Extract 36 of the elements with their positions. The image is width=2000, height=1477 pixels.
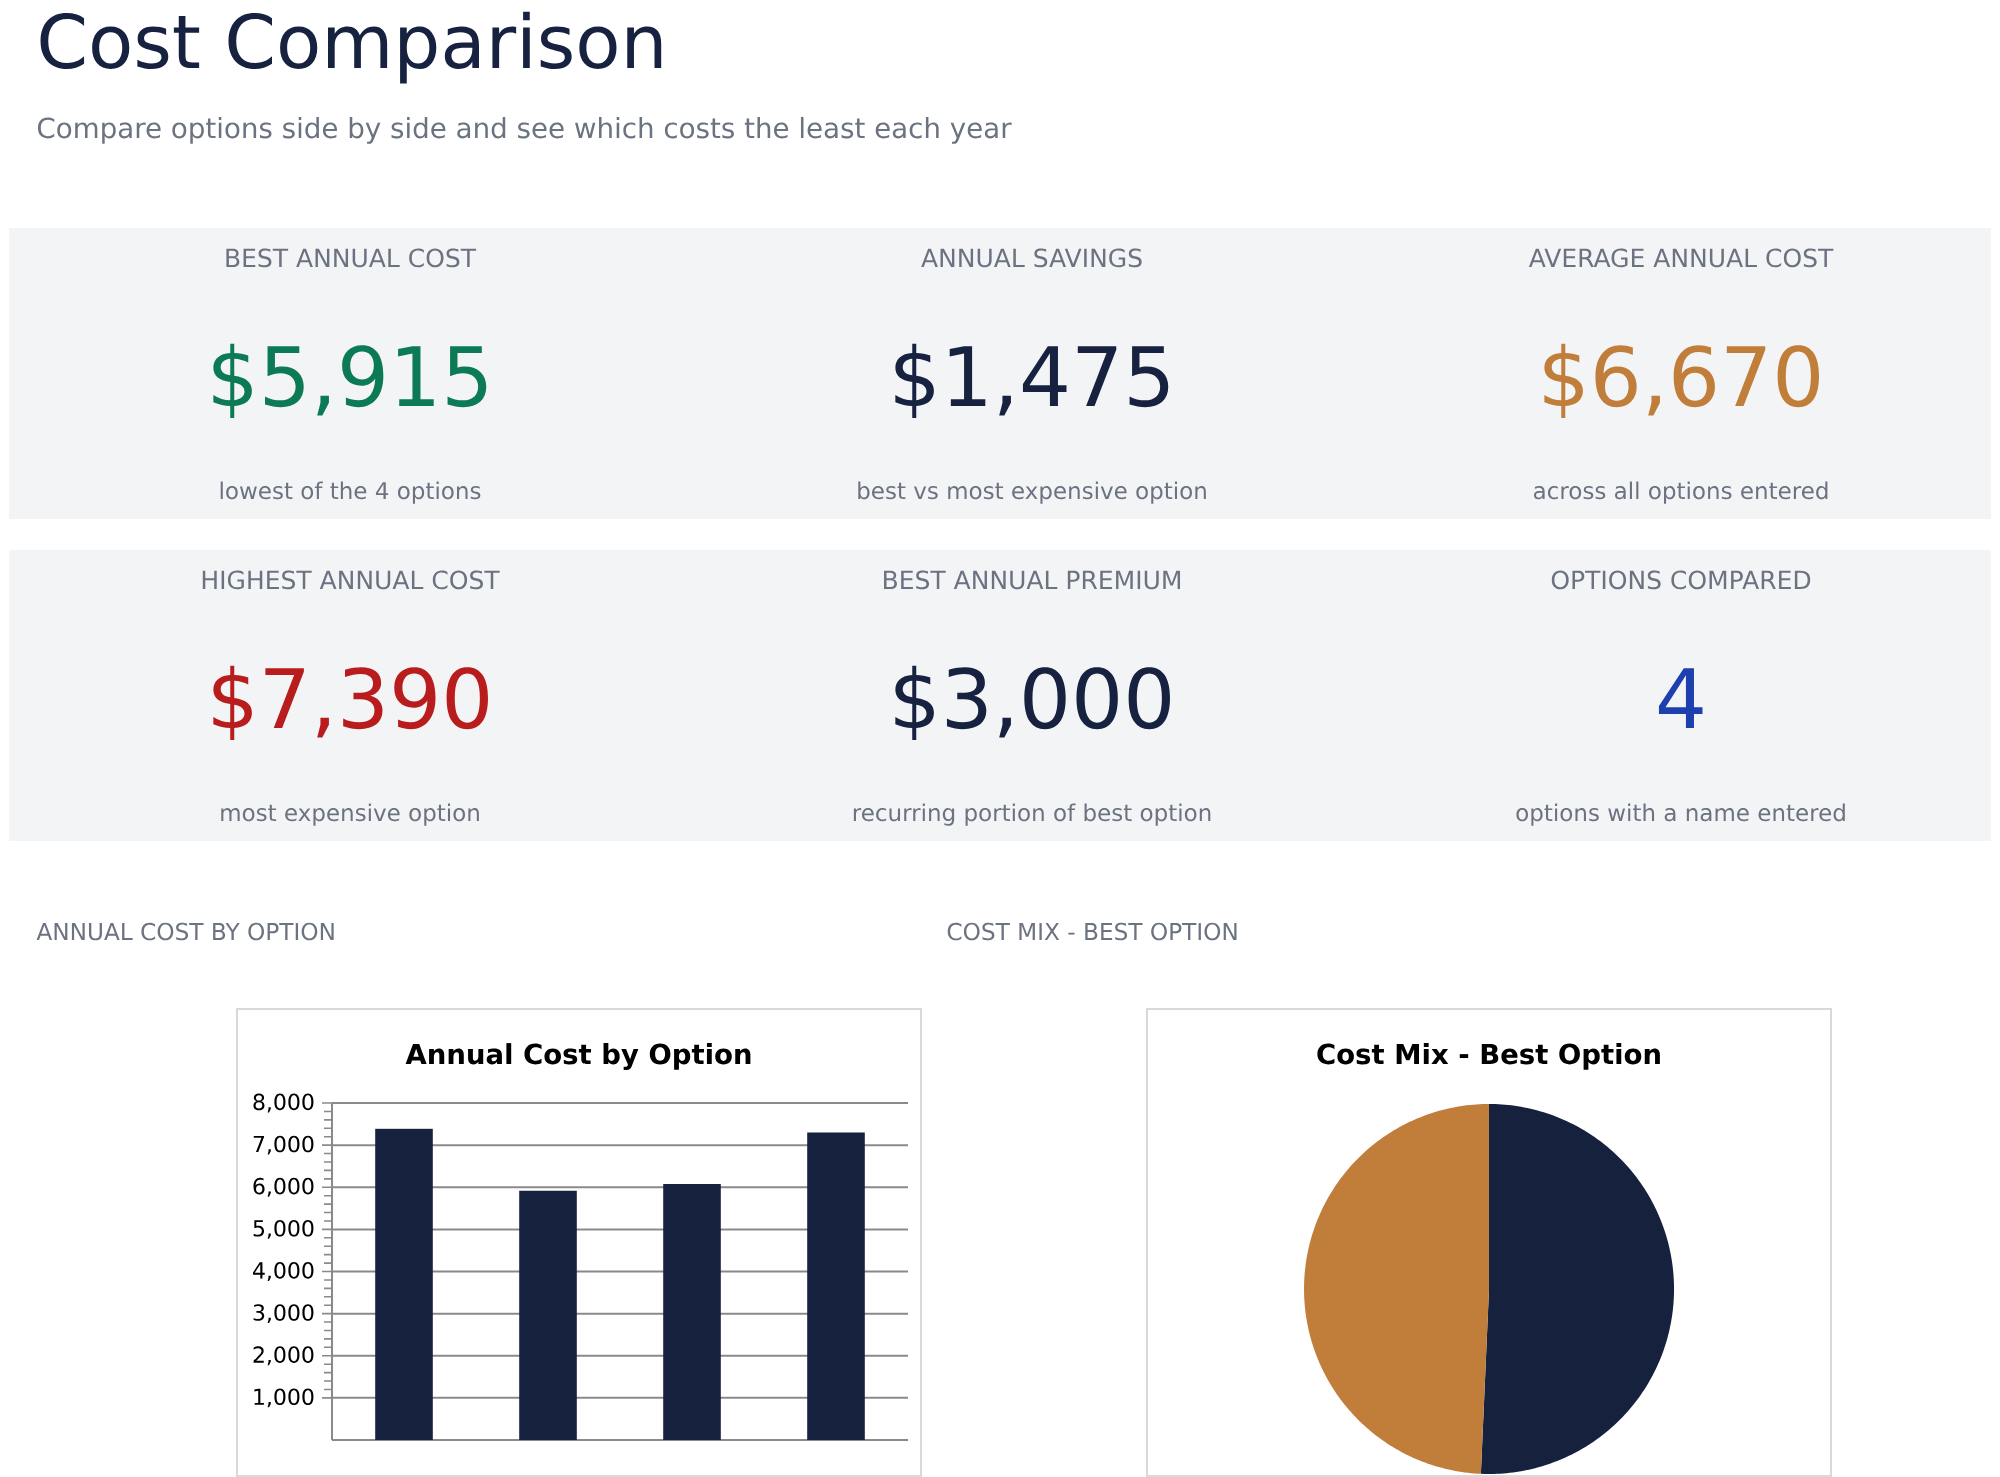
category-label: BEST ANNUAL PREMIUM — [884, 570, 1181, 590]
category-label: HIGHEST ANNUAL COST — [202, 570, 500, 590]
category-label: BEST ANNUAL COST — [226, 248, 477, 268]
y-tick-label: 4,000 — [253, 1262, 314, 1281]
category-label: OPTIONS COMPARED — [1551, 570, 1811, 590]
text: across all options entered — [1533, 481, 1828, 504]
text: COST MIX - BEST OPTION — [947, 922, 1237, 941]
y-tick-label: 6,000 — [253, 1177, 314, 1197]
text: Compare options side by side and see which costs the least each year — [37, 116, 1012, 144]
bar — [519, 1190, 577, 1440]
chart-title: Cost Mix - Best Option — [1317, 1043, 1660, 1070]
bar — [807, 1132, 865, 1440]
text: most expensive option — [221, 803, 479, 826]
text: $3,000 — [895, 665, 1170, 741]
text: lowest of the 4 options — [220, 481, 481, 504]
chart-title: Annual Cost by Option — [405, 1043, 751, 1070]
text: best vs most expensive option — [858, 481, 1206, 504]
category-label: ANNUAL SAVINGS — [921, 248, 1142, 268]
y-tick-label: 2,000 — [253, 1346, 314, 1366]
text: Cost Comparison — [40, 11, 662, 84]
text: 4 — [1658, 668, 1703, 728]
y-tick-label: 7,000 — [253, 1135, 314, 1155]
text: $1,475 — [895, 343, 1169, 419]
bar — [375, 1128, 433, 1440]
y-tick-label: 8,000 — [253, 1093, 314, 1113]
text: options with a name entered — [1516, 803, 1845, 826]
text: ANNUAL COST BY OPTION — [36, 922, 334, 941]
text: $7,390 — [213, 665, 488, 741]
y-tick-label: 3,000 — [253, 1304, 314, 1324]
category-label: AVERAGE ANNUAL COST — [1528, 248, 1834, 268]
bar — [663, 1183, 721, 1440]
y-tick-label: 5,000 — [253, 1219, 314, 1239]
y-tick-label: 1,000 — [254, 1388, 314, 1408]
text: $5,915 — [213, 343, 487, 419]
text: $6,670 — [1544, 343, 1819, 419]
text: recurring portion of best option — [853, 803, 1211, 826]
